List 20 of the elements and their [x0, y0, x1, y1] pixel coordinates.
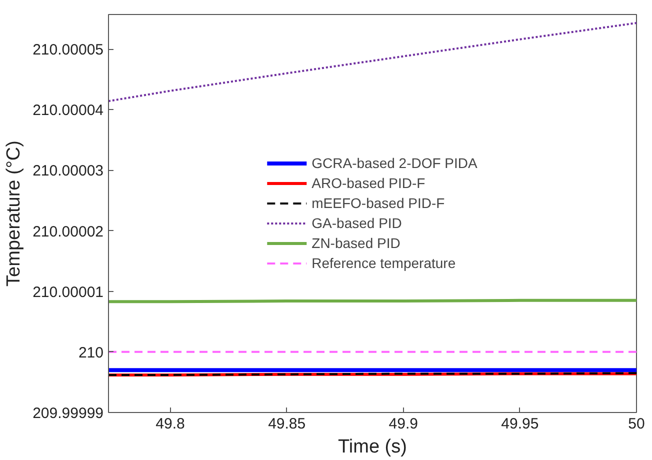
x-axis-title: Time (s) — [338, 436, 407, 458]
y-axis-title: Temperature (°C) — [4, 140, 25, 286]
x-tick-label: 49.95 — [501, 416, 539, 432]
y-tick-label: 210.00005 — [32, 42, 104, 59]
x-tick-label: 49.85 — [268, 416, 306, 432]
x-tick-label: 49.8 — [156, 416, 185, 432]
y-tick-label: 210.00003 — [32, 162, 104, 180]
legend-label: ZN-based PID — [312, 235, 400, 251]
y-tick-label: 210.00001 — [32, 284, 104, 301]
legend-label: mEEFO-based PID-F — [312, 195, 445, 211]
legend-label: ARO-based PID-F — [312, 175, 426, 191]
y-tick-label: 210 — [78, 344, 104, 362]
legend-label: GA-based PID — [312, 215, 402, 231]
y-tick-label: 210.00004 — [32, 102, 104, 120]
x-tick-label: 50 — [628, 416, 645, 432]
x-tick-label: 49.9 — [388, 416, 418, 432]
y-tick-label: 209.99999 — [32, 405, 104, 422]
y-tick-label: 210.00002 — [32, 223, 104, 240]
legend-label: GCRA-based 2-DOF PIDA — [312, 155, 478, 171]
legend-label: Reference temperature — [312, 255, 456, 271]
